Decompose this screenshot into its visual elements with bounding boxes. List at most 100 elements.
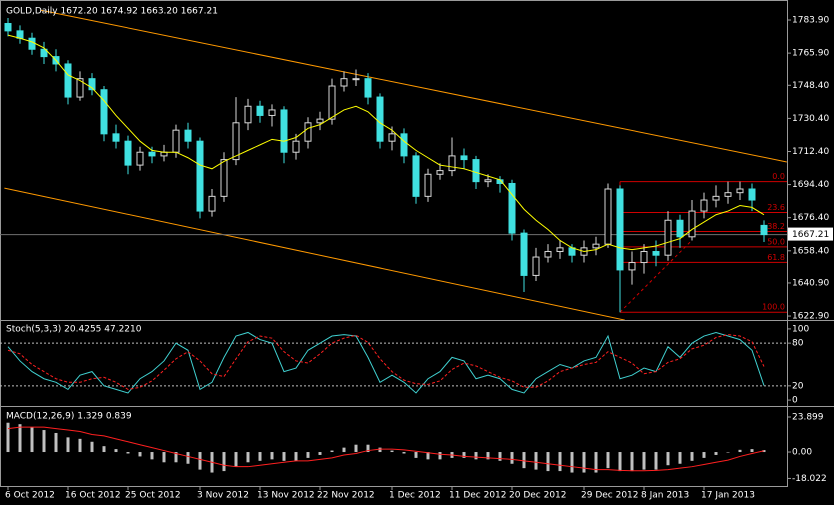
macd-bar bbox=[306, 452, 310, 458]
candle-body bbox=[4, 23, 12, 32]
macd-bar bbox=[570, 452, 574, 473]
x-tick-label: 22 Nov 2012 bbox=[317, 491, 375, 501]
stoch-line bbox=[7, 334, 765, 390]
y-tick-label: 1765.90 bbox=[792, 49, 829, 59]
macd-bar bbox=[186, 452, 190, 464]
candle-body bbox=[220, 159, 228, 197]
macd-bar bbox=[714, 452, 718, 455]
candle-body bbox=[664, 219, 672, 256]
macd-bar bbox=[414, 452, 418, 458]
trendline bbox=[4, 187, 625, 320]
candle-body bbox=[268, 109, 276, 116]
trendline bbox=[40, 9, 787, 163]
chart-header: GOLD,Daily 1672.20 1674.92 1663.20 1667.… bbox=[6, 7, 218, 17]
x-tick-label: 29 Dec 2012 bbox=[581, 491, 639, 501]
candle-body bbox=[316, 118, 324, 124]
candle-body bbox=[388, 133, 396, 142]
candle-body bbox=[448, 155, 456, 172]
candle-body bbox=[232, 122, 240, 161]
macd-bar bbox=[702, 452, 706, 458]
macd-bar bbox=[30, 427, 34, 453]
macd-bar bbox=[330, 450, 334, 453]
fibo-label: 23.6 bbox=[767, 203, 785, 212]
macd-bar bbox=[486, 452, 490, 460]
macd-bar bbox=[150, 452, 154, 460]
macd-bar bbox=[294, 452, 298, 461]
x-tick-label: 13 Nov 2012 bbox=[257, 491, 315, 501]
macd-bar bbox=[390, 450, 394, 453]
candle-body bbox=[64, 63, 72, 98]
candle-body bbox=[328, 85, 336, 120]
candle-body bbox=[124, 140, 132, 166]
candle-body bbox=[616, 188, 624, 271]
price-panel: 0.0 23.6 38.2 50.0 61.8 100.0 bbox=[0, 9, 787, 320]
fibo-trend bbox=[619, 241, 691, 313]
macd-bar bbox=[54, 432, 58, 453]
x-tick-label: 11 Dec 2012 bbox=[449, 491, 507, 501]
x-tick-label: 1 Dec 2012 bbox=[389, 491, 441, 501]
candle-body bbox=[460, 155, 468, 161]
macd-bar bbox=[6, 422, 10, 453]
macd-signal bbox=[7, 426, 765, 472]
y-tick-label: 1712.40 bbox=[792, 147, 829, 157]
y-tick-label: 20 bbox=[792, 381, 804, 391]
macd-bar bbox=[222, 452, 226, 472]
macd-bar bbox=[594, 452, 598, 473]
macd-bar bbox=[726, 452, 730, 453]
y-tick-label: 100 bbox=[792, 324, 809, 334]
macd-bar bbox=[102, 446, 106, 453]
macd-bar bbox=[354, 444, 358, 453]
axes: 1783.90 1765.90 1748.40 1730.40 1712.40 1694.… bbox=[5, 16, 833, 501]
macd-bar bbox=[126, 452, 130, 454]
macd-bar bbox=[618, 452, 622, 472]
candle-body bbox=[724, 192, 732, 197]
plot-frame bbox=[0, 0, 788, 487]
candle-body bbox=[208, 195, 216, 212]
macd-bar bbox=[114, 449, 118, 453]
candle-body bbox=[28, 37, 36, 50]
candle-body bbox=[340, 78, 348, 87]
y-tick-label: 1676.40 bbox=[792, 213, 829, 223]
macd-bar bbox=[546, 452, 550, 472]
price-tag-label: 1667.21 bbox=[792, 230, 829, 240]
candle-body bbox=[136, 151, 144, 166]
macd-bar bbox=[198, 452, 202, 470]
candle-body bbox=[736, 188, 744, 194]
candle-body bbox=[160, 151, 168, 157]
y-tick-label: 1730.40 bbox=[792, 114, 829, 124]
macd-bar bbox=[78, 438, 82, 453]
moving-average bbox=[7, 34, 765, 253]
y-tick-label: 1658.40 bbox=[792, 246, 829, 256]
candle-body bbox=[700, 199, 708, 212]
candle-body bbox=[16, 30, 24, 39]
candle-body bbox=[688, 210, 696, 238]
candle-body bbox=[712, 195, 720, 201]
macd-bar bbox=[750, 449, 754, 453]
macd-bar bbox=[666, 452, 670, 466]
y-tick-label: 23.899 bbox=[792, 413, 824, 423]
macd-bar bbox=[342, 447, 346, 453]
x-tick-label: 3 Nov 2012 bbox=[197, 491, 249, 501]
candle-body bbox=[484, 179, 492, 183]
candle-body bbox=[244, 105, 252, 124]
macd-bar bbox=[474, 452, 478, 460]
macd-bar bbox=[246, 452, 250, 463]
macd-bar bbox=[690, 452, 694, 461]
fibo-label: 38.2 bbox=[767, 222, 785, 231]
candle-body bbox=[376, 96, 384, 142]
macd-bar bbox=[642, 452, 646, 470]
candle-body bbox=[604, 188, 612, 245]
macd-bar bbox=[522, 452, 526, 469]
candle-body bbox=[88, 78, 96, 91]
macd-bar bbox=[282, 452, 286, 461]
macd-bar bbox=[366, 444, 370, 453]
macd-bar bbox=[234, 452, 238, 467]
macd-bar bbox=[678, 452, 682, 464]
macd-bar bbox=[498, 452, 502, 461]
candle-body bbox=[436, 170, 444, 175]
macd-header: MACD(12,26,9) 1.329 0.839 bbox=[6, 412, 132, 422]
fibo-label: 0.0 bbox=[772, 172, 785, 181]
candle-body bbox=[364, 78, 372, 98]
candle-body bbox=[652, 251, 660, 256]
fibo-label: 61.8 bbox=[767, 253, 785, 262]
